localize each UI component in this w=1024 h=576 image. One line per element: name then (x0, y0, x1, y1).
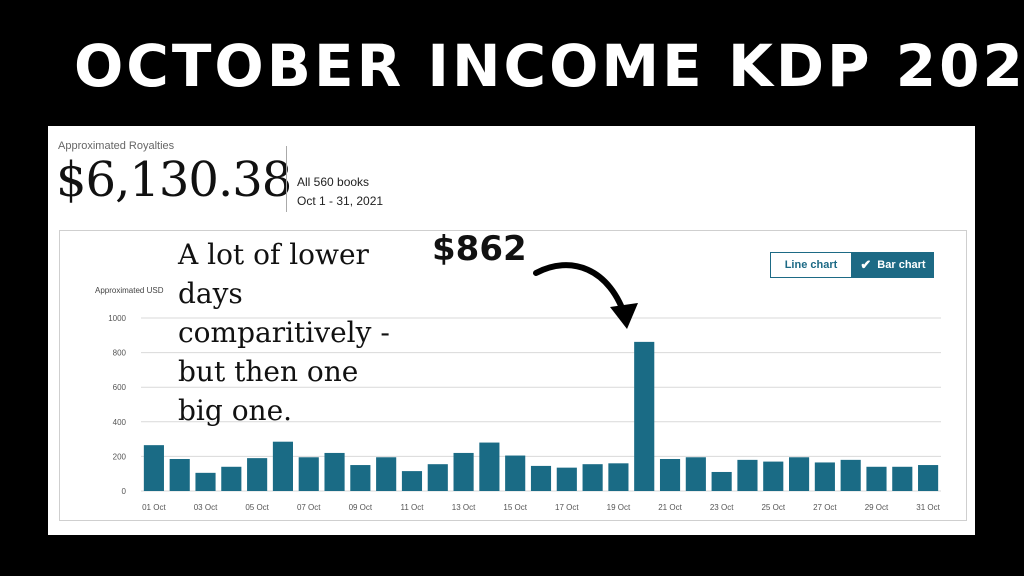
royalties-panel: Approximated Royalties $6,130.38 All 560… (48, 126, 975, 535)
y-axis-label: Approximated USD (95, 286, 164, 295)
chart-type-toggle: Line chart ✔ Bar chart (770, 252, 934, 278)
bar (634, 341, 655, 491)
y-tick-label: 1000 (108, 314, 126, 323)
x-tick-label: 21 Oct (658, 503, 682, 512)
x-tick-label: 31 Oct (916, 503, 940, 512)
bar (505, 455, 526, 491)
bar (453, 452, 474, 491)
x-tick-label: 25 Oct (761, 503, 785, 512)
bar (350, 465, 371, 491)
x-tick-label: 05 Oct (245, 503, 269, 512)
y-tick-label: 800 (113, 349, 127, 358)
bar (685, 457, 706, 491)
bar (556, 467, 577, 491)
bar (918, 465, 939, 491)
bar (376, 457, 397, 491)
bar (324, 452, 345, 491)
bar (763, 461, 784, 491)
bar (427, 464, 448, 491)
bar (401, 471, 423, 491)
bar (195, 472, 216, 491)
royalties-amount: $6,130.38 (56, 152, 292, 208)
x-tick-label: 23 Oct (710, 503, 734, 512)
y-tick-label: 600 (113, 383, 127, 392)
annotation-note: A lot of lower days comparitively - but … (178, 238, 390, 427)
royalties-bar-chart: Approximated USD 0 200 400 600 800 1000 01 Oct 0… (95, 286, 941, 512)
x-tick-label: 15 Oct (503, 503, 527, 512)
x-tick-label: 19 Oct (607, 503, 631, 512)
x-tick-label: 29 Oct (865, 503, 889, 512)
peak-value-label: $862 (432, 229, 527, 269)
bar (892, 466, 913, 491)
x-tick-label: 17 Oct (555, 503, 579, 512)
bar (298, 457, 319, 491)
books-filter[interactable]: All 560 books (297, 175, 370, 189)
checkmark-icon: ✔ (860, 257, 872, 272)
bar (169, 458, 190, 491)
date-range[interactable]: Oct 1 - 31, 2021 (297, 194, 384, 208)
x-tick-label: 03 Oct (194, 503, 218, 512)
bar (711, 471, 732, 491)
bar (659, 458, 681, 491)
line-chart-button[interactable]: Line chart (770, 252, 852, 278)
bar (247, 458, 268, 491)
bar-chart-button[interactable]: ✔ Bar chart (852, 252, 934, 278)
x-tick-label: 11 Oct (400, 503, 424, 512)
x-tick-label: 09 Oct (349, 503, 373, 512)
curved-arrow-icon (533, 262, 638, 329)
bar (221, 466, 242, 491)
x-tick-label: 13 Oct (452, 503, 476, 512)
bar (608, 463, 629, 491)
chart-container: Approximated USD 0 200 400 600 800 1000 01 Oct 0… (59, 229, 967, 521)
bar (272, 441, 293, 491)
bar (143, 445, 164, 491)
royalties-label: Approximated Royalties (58, 140, 175, 152)
bar (479, 442, 500, 491)
bar (789, 457, 810, 491)
y-tick-label: 0 (122, 487, 127, 496)
bar (866, 466, 887, 491)
bar (814, 462, 835, 491)
bar (582, 464, 603, 491)
bar (530, 465, 552, 491)
x-tick-label: 27 Oct (813, 503, 837, 512)
y-tick-label: 200 (113, 452, 127, 461)
y-tick-label: 400 (113, 418, 127, 427)
bar-chart-label: Bar chart (877, 259, 926, 271)
page-headline: OCTOBER INCOME KDP 2021 (74, 32, 1024, 100)
x-tick-label: 01 Oct (142, 503, 166, 512)
bar (840, 459, 861, 491)
x-tick-label: 07 Oct (297, 503, 321, 512)
summary-divider (286, 146, 287, 212)
bar (737, 459, 758, 491)
